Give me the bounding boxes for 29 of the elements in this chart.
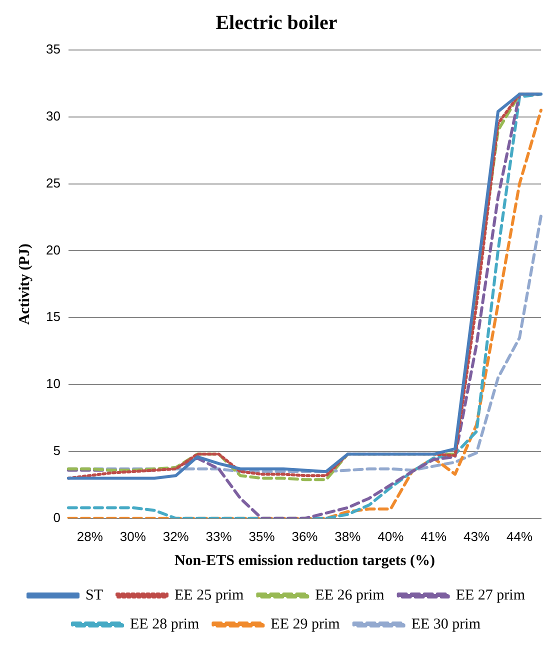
legend-label: EE 27 prim <box>456 587 526 604</box>
legend-label: EE 29 prim <box>270 616 340 632</box>
legend-label: ST <box>86 587 104 604</box>
y-tick-label: 10 <box>46 376 60 392</box>
x-tick-label: 43% <box>464 528 490 544</box>
legend-label: EE 26 prim <box>315 587 385 604</box>
y-tick-label: 30 <box>46 108 60 124</box>
y-axis-title: Activity (PJ) <box>16 244 33 325</box>
y-tick-label: 35 <box>46 42 60 57</box>
y-tick-label: 0 <box>53 510 60 525</box>
legend-label: EE 28 prim <box>130 616 200 632</box>
y-tick-label: 5 <box>53 443 60 458</box>
x-tick-label: 40% <box>378 528 404 544</box>
x-tick-label: 35% <box>248 528 276 544</box>
x-tick-label: 30% <box>120 528 146 544</box>
y-tick-label: 15 <box>46 309 60 324</box>
y-tick-label: 20 <box>46 242 60 258</box>
x-axis-title: Non-ETS emission reduction targets (%) <box>174 552 436 569</box>
chart-title: Electric boiler <box>216 12 338 34</box>
x-tick-label: 41% <box>420 528 448 544</box>
x-tick-label: 38% <box>334 528 362 544</box>
legend-label: EE 25 prim <box>174 587 244 604</box>
x-tick-label: 36% <box>292 528 318 544</box>
y-tick-label: 25 <box>46 175 60 190</box>
x-tick-label: 44% <box>506 528 533 544</box>
x-tick-label: 33% <box>206 528 232 544</box>
x-tick-label: 28% <box>76 528 104 544</box>
legend-label: EE 30 prim <box>411 616 481 632</box>
x-tick-label: 32% <box>162 528 190 544</box>
